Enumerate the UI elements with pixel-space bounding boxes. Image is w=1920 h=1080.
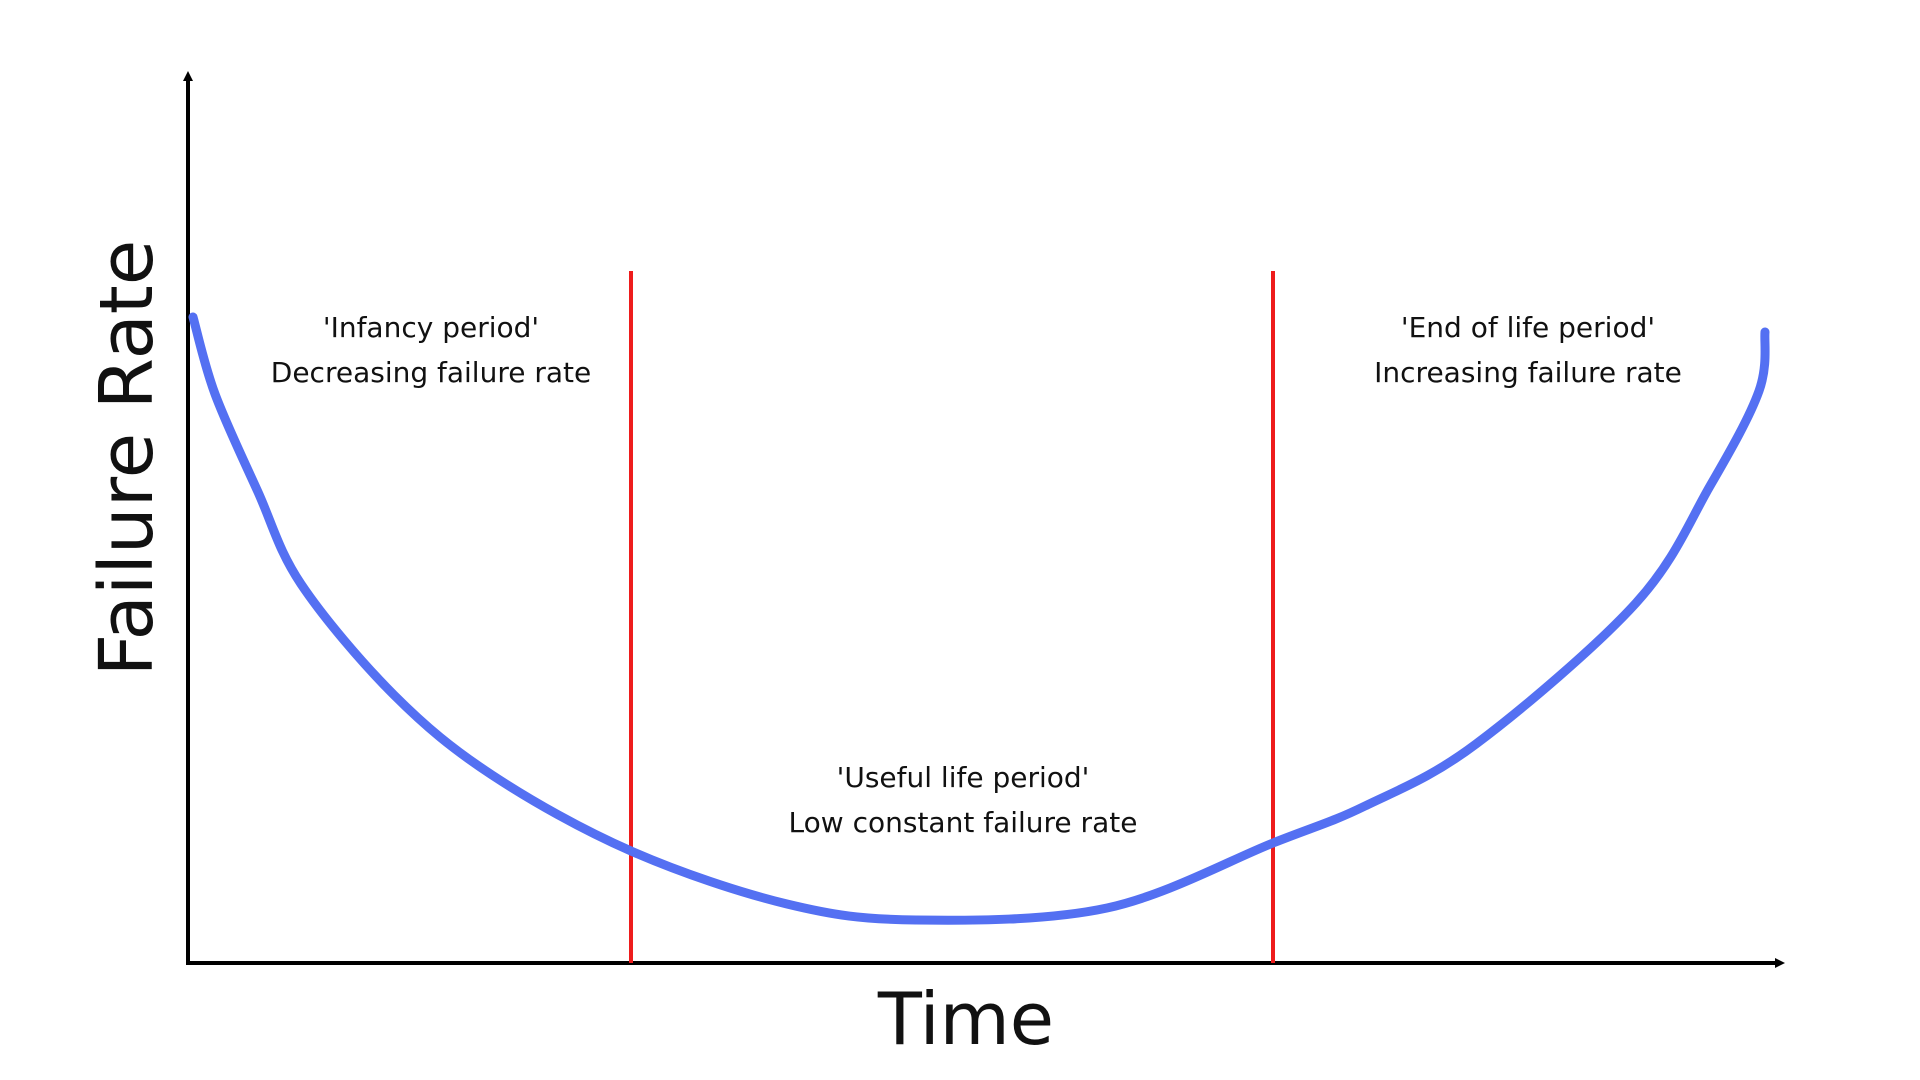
period-description: Increasing failure rate <box>1374 356 1682 389</box>
period-name: 'Useful life period' <box>837 761 1090 794</box>
x-axis-label: Time <box>877 977 1054 1061</box>
period-name: 'End of life period' <box>1401 311 1655 344</box>
period-name: 'Infancy period' <box>323 311 539 344</box>
period-description: Decreasing failure rate <box>271 356 591 389</box>
y-axis-label: Failure Rate <box>84 240 170 677</box>
period-description: Low constant failure rate <box>789 806 1138 839</box>
bathtub-curve <box>188 312 1770 925</box>
